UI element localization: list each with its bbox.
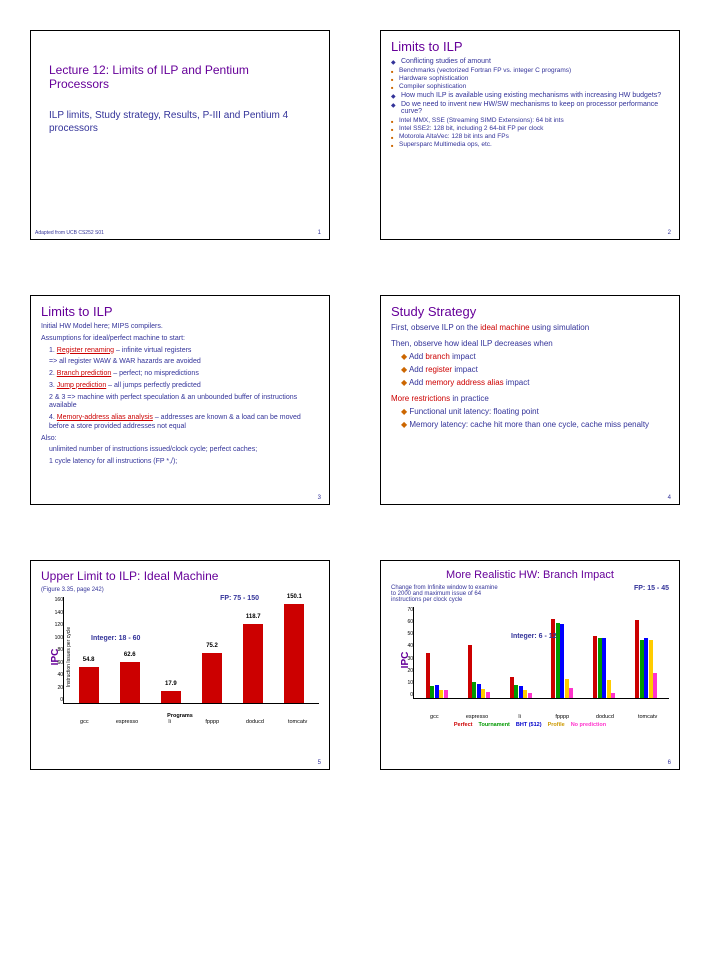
text: Also:	[41, 435, 319, 444]
text: Then, observe how ideal ILP decreases wh…	[391, 339, 669, 349]
fp-label: FP: 75 - 150	[220, 595, 259, 602]
sub-bullet: Hardware sophistication	[391, 75, 669, 82]
text: impact	[504, 378, 530, 387]
categories: gccespressolifppppdoducdtomcatv	[391, 712, 669, 720]
x-axis-label: Programs	[167, 713, 193, 719]
bars	[413, 607, 669, 699]
text: => all register WAW & WAR hazards are av…	[41, 358, 319, 367]
text: Memory latency: cache hit more than one …	[409, 420, 649, 429]
slide-1-subtitle: ILP limits, Study strategy, Results, P-I…	[49, 109, 311, 135]
sub-bullet: Intel MMX, SSE (Streaming SIMD Extension…	[391, 117, 669, 124]
fp-label: FP: 15 - 45	[634, 585, 669, 603]
sub-bullet: Compiler sophistication	[391, 83, 669, 90]
slide-2-title: Limits to ILP	[391, 39, 669, 54]
slide-6: More Realistic HW: Branch Impact Change …	[380, 560, 680, 770]
bullet: Conflicting studies of amount	[391, 58, 669, 65]
text: Memory-address alias analysis	[57, 414, 153, 421]
slide-6-page: 6	[668, 760, 671, 766]
text: register	[425, 365, 452, 374]
slide-5-page: 5	[318, 760, 321, 766]
text: 2 & 3 => machine with perfect speculatio…	[41, 394, 319, 412]
text: Jump prediction	[57, 382, 106, 389]
sub-bullet: Benchmarks (vectorized Fortran FP vs. in…	[391, 67, 669, 74]
text: unlimited number of instructions issued/…	[41, 446, 319, 455]
slide-6-note: Change from Infinite window to examine t…	[391, 585, 501, 603]
y-ticks: 010203040506070	[403, 607, 413, 698]
legend: PerfectTournamentBHT (512)ProfileNo pred…	[391, 722, 669, 728]
bullet: Do we need to invent new HW/SW mechanism…	[391, 101, 669, 115]
slide-2-page: 2	[668, 230, 671, 236]
slide-5-chart: IPC Instruction Issues per cycle 0204060…	[41, 597, 319, 717]
text: impact	[452, 365, 478, 374]
text: First, observe ILP on the	[391, 323, 480, 332]
slide-6-title: More Realistic HW: Branch Impact	[391, 569, 669, 581]
slide-3-body: Initial HW Model here; MIPS compilers. A…	[41, 323, 319, 467]
int-label: Integer: 6 - 12	[511, 633, 557, 640]
slide-5: Upper Limit to ILP: Ideal Machine (Figur…	[30, 560, 330, 770]
text: 1.	[49, 347, 57, 354]
slide-4-body: First, observe ILP on the ideal machine …	[391, 323, 669, 430]
y-ticks: 020406080100120140160	[53, 597, 63, 703]
text: impact	[450, 352, 476, 361]
slide-5-title: Upper Limit to ILP: Ideal Machine	[41, 569, 319, 583]
slide-6-chart: IPC Integer: 6 - 12 010203040506070	[391, 607, 669, 712]
slide-5-subtitle: (Figure 3.35, page 242)	[41, 587, 319, 593]
text: 1 cycle latency for all instructions (FP…	[41, 458, 319, 467]
text: 2.	[49, 370, 57, 377]
text: Functional unit latency: floating point	[409, 407, 538, 416]
text: – infinite virtual registers	[114, 347, 191, 354]
text: – perfect; no mispredictions	[111, 370, 199, 377]
bullet: How much ILP is available using existing…	[391, 92, 669, 99]
slide-3-title: Limits to ILP	[41, 304, 319, 319]
text: – all jumps perfectly predicted	[106, 382, 201, 389]
slide-4-page: 4	[668, 495, 671, 501]
text: 3.	[49, 382, 57, 389]
text: Add	[409, 365, 425, 374]
slide-1-title: Lecture 12: Limits of ILP and Pentium Pr…	[49, 63, 311, 91]
text: More restrictions	[391, 394, 450, 403]
text: using simulation	[530, 323, 590, 332]
y-axis-label: Instruction Issues per cycle	[66, 627, 72, 687]
text: ideal machine	[480, 323, 529, 332]
slide-2: Limits to ILP Conflicting studies of amo…	[380, 30, 680, 240]
slide-3: Limits to ILP Initial HW Model here; MIP…	[30, 295, 330, 505]
text: Assumptions for ideal/perfect machine to…	[41, 335, 319, 344]
text: Add	[409, 352, 425, 361]
slide-2-bullets: Conflicting studies of amount Benchmarks…	[391, 58, 669, 148]
int-label: Integer: 18 - 60	[91, 635, 140, 642]
slide-1-footnote: Adapted from UCB CS252 S01	[35, 230, 104, 236]
sub-bullet: Intel SSE2: 128 bit, including 2 64-bit …	[391, 125, 669, 132]
bars: 54.862.617.975.2118.7150.1	[63, 597, 319, 704]
text: Branch prediction	[57, 370, 111, 377]
slide-1-page: 1	[318, 230, 321, 236]
slide-1: Lecture 12: Limits of ILP and Pentium Pr…	[30, 30, 330, 240]
text: 4.	[49, 414, 57, 421]
text: Add	[409, 378, 425, 387]
sub-bullet: Supersparc Multimedia ops, etc.	[391, 141, 669, 148]
text: Register renaming	[57, 347, 114, 354]
text: in practice	[450, 394, 489, 403]
text: branch	[425, 352, 449, 361]
slide-3-page: 3	[318, 495, 321, 501]
text: Initial HW Model here; MIPS compilers.	[41, 323, 319, 332]
sub-bullet: Motorola AltaVec: 128 bit ints and FPs	[391, 133, 669, 140]
slide-4: Study Strategy First, observe ILP on the…	[380, 295, 680, 505]
slide-4-title: Study Strategy	[391, 304, 669, 319]
slides-grid: Lecture 12: Limits of ILP and Pentium Pr…	[30, 30, 690, 770]
text: memory address alias	[425, 378, 503, 387]
